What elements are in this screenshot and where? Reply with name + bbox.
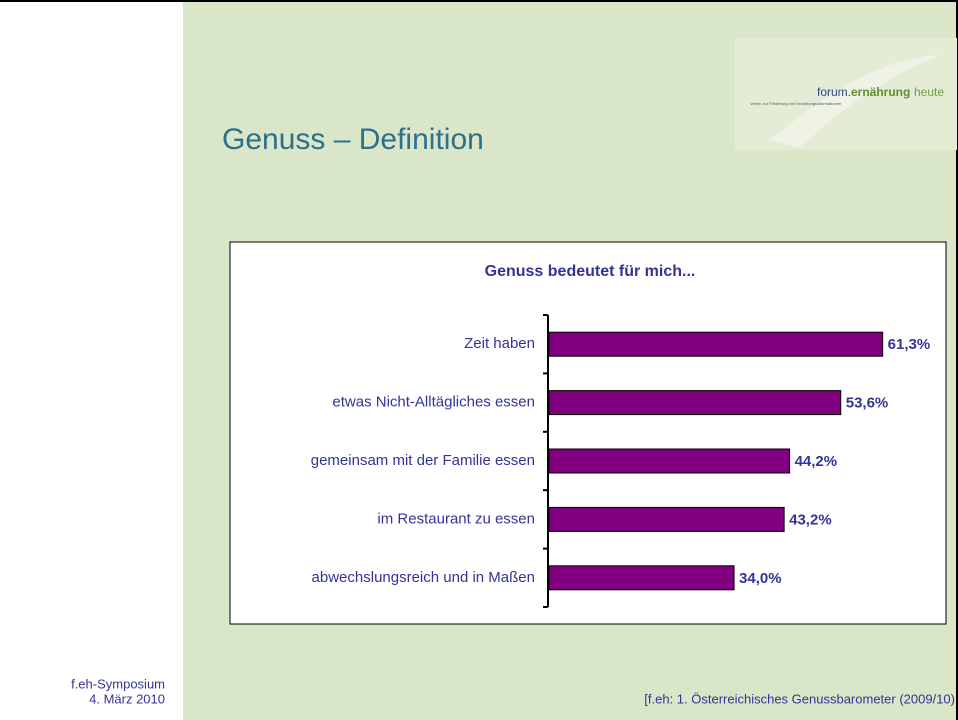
category-label: abwechslungsreich und in Maßen (312, 569, 535, 586)
slide-title: Genuss – Definition (222, 123, 484, 156)
chart-box (229, 241, 947, 625)
logo-heute: heute (914, 85, 944, 99)
value-label: 34,0% (739, 570, 782, 587)
bar (548, 565, 735, 591)
logo-ernaehrung: ernährung (851, 85, 910, 99)
bar (548, 331, 884, 357)
value-label: 53,6% (846, 395, 889, 412)
bar (548, 390, 842, 416)
value-label: 61,3% (888, 336, 931, 353)
footer-left: f.eh-Symposium (71, 676, 165, 691)
value-label: 43,2% (789, 511, 832, 528)
logo-tagline: Verein zur Förderung von Ernährungsinfor… (750, 101, 841, 106)
footer-left: 4. März 2010 (89, 691, 165, 706)
chart-title: Genuss bedeutet für mich... (485, 263, 696, 280)
bar (548, 506, 785, 532)
category-label: Zeit haben (464, 335, 535, 352)
bar (548, 448, 791, 474)
category-label: im Restaurant zu essen (377, 510, 535, 527)
logo-swoosh (770, 55, 940, 148)
logo-forum: forum. (817, 85, 851, 99)
footer-right: [f.eh: 1. Österreichisches Genussbaromet… (644, 691, 955, 706)
category-label: etwas Nicht-Alltägliches essen (332, 394, 535, 411)
value-label: 44,2% (795, 453, 838, 470)
category-label: gemeinsam mit der Familie essen (311, 452, 535, 469)
